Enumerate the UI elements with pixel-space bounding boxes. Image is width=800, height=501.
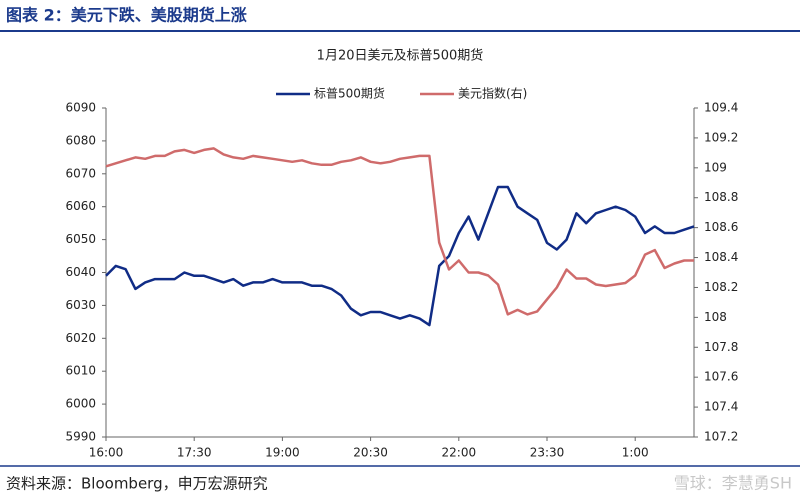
y-tick-label: 6070: [65, 166, 96, 180]
y2-tick-label: 109.2: [704, 130, 738, 144]
y2-tick-label: 107.4: [704, 400, 738, 414]
x-tick-label: 22:00: [442, 446, 477, 460]
y-tick-label: 6090: [65, 101, 96, 115]
y2-tick-label: 108.6: [704, 220, 738, 234]
y-tick-label: 6020: [65, 331, 96, 345]
y2-tick-label: 108.4: [704, 250, 738, 264]
y-tick-label: 6060: [65, 199, 96, 213]
x-tick-label: 16:00: [89, 446, 124, 460]
x-tick-label: 23:30: [530, 446, 565, 460]
y-tick-label: 6040: [65, 265, 96, 279]
y2-tick-label: 107.8: [704, 340, 738, 354]
y2-tick-label: 107.2: [704, 430, 738, 444]
y-tick-label: 6010: [65, 364, 96, 378]
legend-label: 标普500期货: [314, 86, 385, 101]
source-note: 资料来源：Bloomberg，申万宏源研究: [6, 475, 268, 493]
y-tick-label: 5990: [65, 430, 96, 444]
watermark: 雪球：李慧勇SH: [674, 474, 792, 493]
legend-label: 美元指数(右): [458, 86, 527, 101]
y-tick-label: 6080: [65, 133, 96, 147]
x-tick-label: 1:00: [622, 446, 649, 460]
y-tick-label: 6000: [65, 397, 96, 411]
series-line: [105, 185, 695, 327]
x-tick-label: 17:30: [177, 446, 212, 460]
y2-tick-label: 108: [704, 310, 727, 324]
y2-tick-label: 108.8: [704, 190, 738, 204]
chart-title: 1月20日美元及标普500期货: [317, 48, 484, 64]
figure-header: 图表 2：美元下跌、美股期货上涨: [6, 6, 247, 25]
y2-tick-label: 109.4: [704, 101, 738, 115]
y2-tick-label: 107.6: [704, 370, 738, 384]
x-tick-label: 19:00: [265, 446, 300, 460]
y2-tick-label: 109: [704, 160, 727, 174]
x-tick-label: 20:30: [353, 446, 388, 460]
y-tick-label: 6030: [65, 298, 96, 312]
y2-tick-label: 108.2: [704, 280, 738, 294]
series-line: [105, 147, 694, 316]
y-tick-label: 6050: [65, 232, 96, 246]
